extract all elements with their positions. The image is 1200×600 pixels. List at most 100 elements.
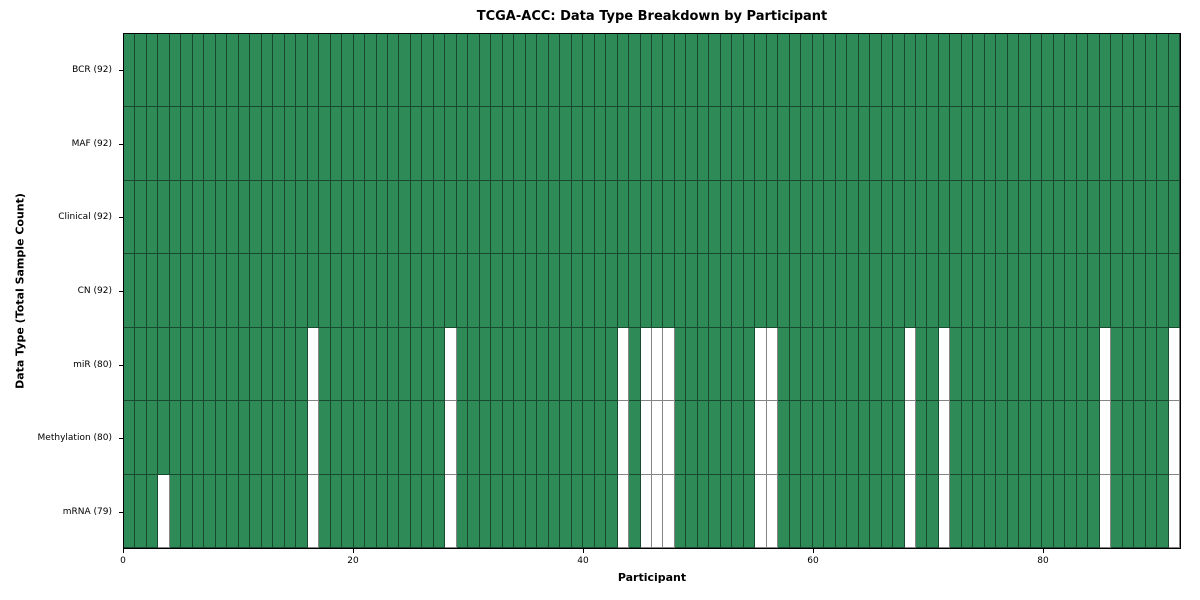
heatmap-cell — [984, 401, 997, 475]
heatmap-cell — [1053, 254, 1066, 328]
heatmap-cell — [571, 254, 584, 328]
heatmap-cell — [1134, 107, 1146, 181]
heatmap-cell — [238, 34, 251, 108]
heatmap-cell — [307, 327, 320, 402]
chart-title: TCGA-ACC: Data Type Breakdown by Partici… — [476, 9, 828, 24]
heatmap-cell — [365, 34, 377, 108]
heatmap-cell — [720, 327, 733, 402]
heatmap-cell — [250, 180, 262, 255]
heatmap-cell — [445, 34, 457, 108]
heatmap-cell — [617, 474, 630, 548]
heatmap-cell — [1145, 254, 1158, 328]
heatmap-cell — [755, 401, 767, 475]
heatmap-cell — [835, 180, 848, 255]
heatmap-cell — [686, 34, 698, 108]
heatmap-cell — [261, 401, 274, 475]
heatmap-cell — [388, 254, 400, 328]
heatmap-cell — [916, 107, 928, 181]
heatmap-cell — [365, 180, 377, 255]
heatmap-cell — [996, 34, 1008, 108]
heatmap-cell — [881, 180, 894, 255]
heatmap-cell — [789, 180, 802, 255]
heatmap-cell — [652, 401, 664, 475]
heatmap-cell — [456, 107, 469, 181]
heatmap-cell — [330, 34, 343, 108]
heatmap-cell — [502, 180, 515, 255]
heatmap-cell — [835, 254, 848, 328]
heatmap-cell — [881, 474, 894, 548]
heatmap-cell — [273, 474, 285, 548]
heatmap-cell — [353, 180, 366, 255]
heatmap-cell — [433, 327, 446, 402]
heatmap-cell — [456, 180, 469, 255]
heatmap-cell — [663, 401, 675, 475]
heatmap-cell — [124, 34, 136, 108]
heatmap-cell — [904, 474, 916, 548]
heatmap-cell — [376, 34, 388, 108]
heatmap-cell — [652, 180, 664, 255]
heatmap-cell — [1134, 254, 1146, 328]
heatmap-cell — [663, 34, 675, 108]
heatmap-cell — [491, 401, 503, 475]
heatmap-cell — [709, 401, 721, 475]
y-tick-mark — [119, 69, 123, 71]
heatmap-cell — [904, 34, 916, 108]
heatmap-cell — [537, 474, 549, 548]
heatmap-cell — [296, 180, 308, 255]
heatmap-cell — [697, 107, 710, 181]
heatmap-cell — [422, 327, 434, 402]
heatmap-cell — [1145, 180, 1158, 255]
heatmap-cell — [1122, 254, 1135, 328]
heatmap-cell — [1099, 327, 1112, 402]
heatmap-cell — [1134, 401, 1146, 475]
heatmap-cell — [502, 401, 515, 475]
heatmap-cell — [422, 180, 434, 255]
heatmap-cell — [273, 180, 285, 255]
heatmap-cell — [801, 254, 813, 328]
heatmap-cell — [330, 107, 343, 181]
heatmap-cell — [215, 34, 228, 108]
heatmap-cell — [284, 180, 297, 255]
heatmap-cell — [893, 180, 905, 255]
heatmap-cell — [1122, 34, 1135, 108]
heatmap-cell — [720, 180, 733, 255]
heatmap-cell — [870, 34, 882, 108]
heatmap-cell — [893, 254, 905, 328]
heatmap-cell — [445, 107, 457, 181]
heatmap-cell — [296, 107, 308, 181]
heatmap-cell — [227, 34, 239, 108]
heatmap-cell — [284, 327, 297, 402]
heatmap-cell — [1145, 34, 1158, 108]
heatmap-cell — [227, 474, 239, 548]
heatmap-cell — [215, 107, 228, 181]
heatmap-cell — [973, 107, 985, 181]
heatmap-cell — [801, 180, 813, 255]
heatmap-cell — [319, 180, 331, 255]
heatmap-cell — [273, 254, 285, 328]
heatmap-cell — [789, 327, 802, 402]
y-tick-label: CN (92) — [77, 286, 112, 296]
heatmap-cell — [146, 34, 159, 108]
heatmap-cell — [1076, 34, 1089, 108]
heatmap-cell — [617, 34, 630, 108]
heatmap-cell — [410, 327, 423, 402]
heatmap-cell — [858, 180, 871, 255]
heatmap-cell — [353, 401, 366, 475]
heatmap-cell — [399, 401, 411, 475]
heatmap-cell — [227, 401, 239, 475]
heatmap-cell — [261, 180, 274, 255]
heatmap-cell — [1042, 107, 1054, 181]
heatmap-cell — [192, 474, 205, 548]
heatmap-cell — [456, 327, 469, 402]
heatmap-cell — [1030, 107, 1043, 181]
heatmap-cell — [158, 107, 170, 181]
heatmap-cell — [916, 180, 928, 255]
heatmap-cell — [629, 34, 641, 108]
heatmap-cell — [870, 180, 882, 255]
heatmap-cell — [583, 107, 595, 181]
heatmap-cell — [135, 180, 147, 255]
heatmap-cell — [594, 34, 607, 108]
heatmap-cell — [835, 327, 848, 402]
heatmap-cell — [652, 474, 664, 548]
heatmap-cell — [938, 474, 951, 548]
